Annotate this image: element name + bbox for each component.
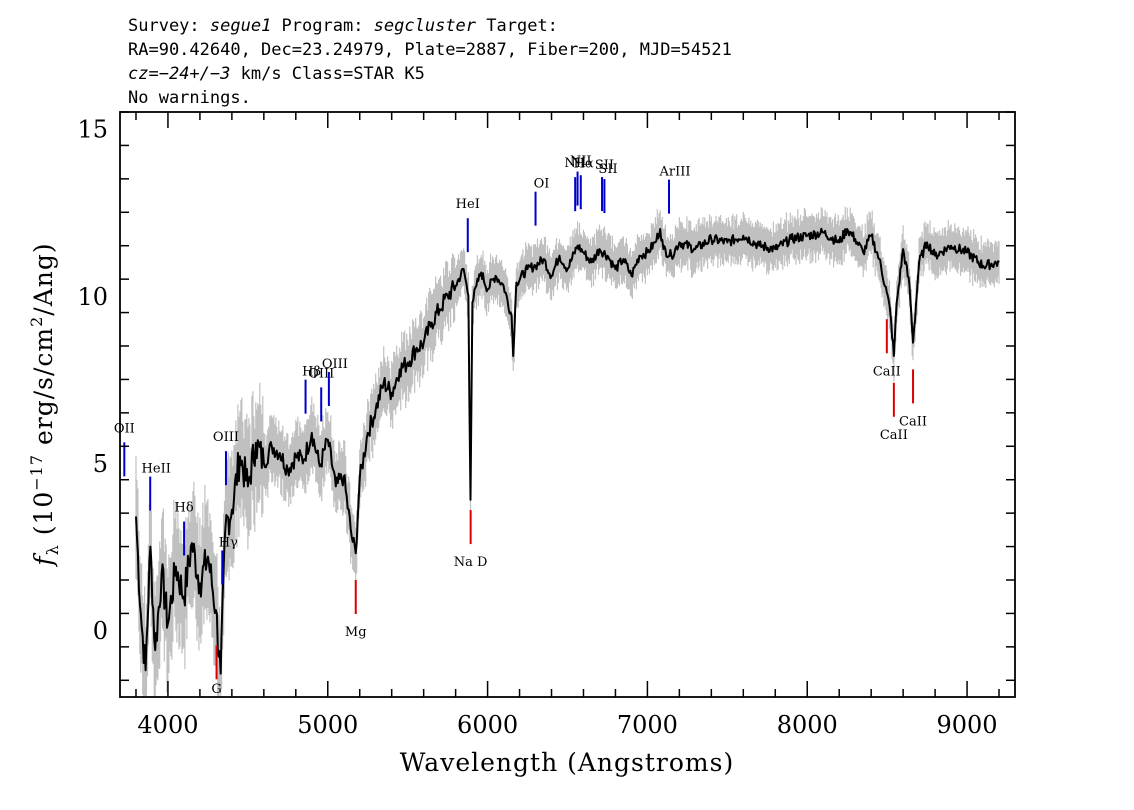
x-tick-label: 5000: [297, 711, 358, 739]
emission-line-label: HeII: [142, 462, 171, 477]
emission-line-label: OI: [534, 177, 550, 192]
x-tick-label: 7000: [617, 711, 678, 739]
emission-line-label: Hδ: [175, 501, 194, 516]
emission-line-label: Hβ: [302, 365, 321, 380]
x-tick-label: 8000: [777, 711, 838, 739]
emission-line-label: OII: [114, 421, 135, 436]
emission-line-label: NII: [564, 156, 586, 171]
flux-series: [135, 227, 1000, 675]
line-markers: OIIHeIIHδHγOIIIHβOIIIOIIIHeIOINIIHαNIISI…: [114, 154, 927, 697]
emission-line-label: Hγ: [219, 535, 238, 550]
y-tick-label: 10: [77, 283, 108, 311]
header-line-redshift: cz=−24+/−3 km/s Class=STAR K5: [128, 64, 425, 84]
y-tick-labels: 0 5 10 15: [77, 116, 108, 645]
emission-line-label: NII: [570, 154, 592, 169]
emission-line-label: OIII: [308, 366, 334, 381]
y-tick-label: 15: [77, 116, 108, 144]
plot-frame: [119, 111, 1016, 698]
y-tick-label: 5: [93, 450, 108, 478]
absorption-line-label: CaII: [873, 364, 901, 379]
absorption-line-label: Mg: [345, 625, 367, 640]
emission-line-label: ArIII: [658, 165, 690, 180]
emission-line-label: SII: [595, 158, 614, 173]
axis-ticks: [120, 111, 1015, 697]
emission-line-label: HeI: [456, 197, 480, 212]
spectrum-header: Survey: segue1 Program: segcluster Targe…: [128, 16, 732, 108]
absorption-line-label: CaII: [899, 414, 927, 429]
header-line-warnings: No warnings.: [128, 88, 251, 108]
emission-line-label: SII: [598, 162, 617, 177]
y-axis-title: fλ (10−17 erg/s/cm2/Ang): [27, 242, 62, 567]
absorption-line-label: CaII: [880, 428, 908, 443]
flux-line: [135, 227, 1000, 675]
header-line-survey: Survey: segue1 Program: segcluster Targe…: [128, 16, 558, 36]
header-line-coordinates: RA=90.42640, Dec=23.24979, Plate=2887, F…: [128, 40, 732, 60]
y-tick-label: 0: [93, 617, 108, 645]
emission-line-label: OIII: [322, 357, 348, 372]
emission-line-label: Hα: [574, 157, 594, 172]
emission-line-label: OIII: [213, 430, 239, 445]
x-axis-title: Wavelength (Angstroms): [400, 748, 734, 777]
x-tick-label: 4000: [137, 711, 198, 739]
absorption-line-label: G: [211, 682, 221, 697]
absorption-line-label: Na D: [454, 555, 488, 570]
x-tick-labels: 4000 5000 6000 7000 8000 9000: [137, 711, 997, 739]
x-tick-label: 6000: [457, 711, 518, 739]
x-tick-label: 9000: [937, 711, 998, 739]
